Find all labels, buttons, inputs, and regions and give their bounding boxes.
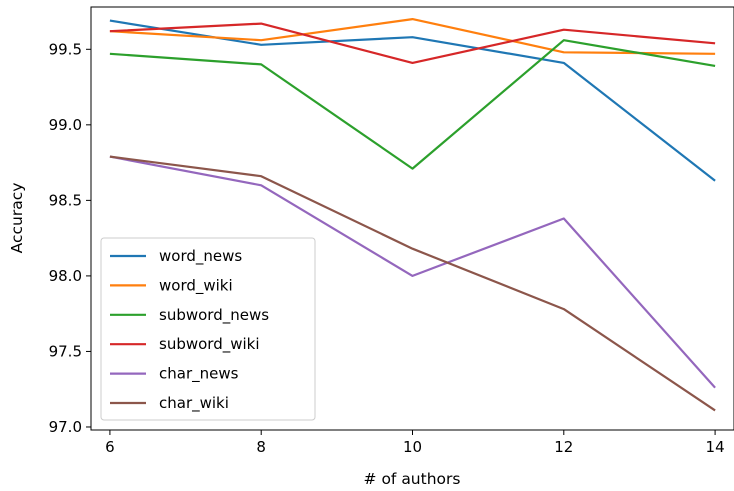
y-tick-label: 99.5 xyxy=(49,40,82,58)
y-tick-label: 99.0 xyxy=(49,116,82,134)
series-line-char_wiki xyxy=(109,155,716,412)
legend: word_news word_wiki subword_news subword_wi… xyxy=(100,237,316,421)
y-tick-label: 97.5 xyxy=(49,342,82,360)
legend-label: subword_news xyxy=(159,306,269,325)
legend-label: word_wiki xyxy=(159,276,233,295)
x-axis: 6 8 10 12 14 xyxy=(105,430,725,456)
x-tick-label: 8 xyxy=(256,438,266,456)
legend-label: char_news xyxy=(159,365,239,384)
x-tick-label: 12 xyxy=(554,438,573,456)
x-tick-label: 14 xyxy=(706,438,725,456)
legend-box xyxy=(100,237,316,421)
series-line-subword_news xyxy=(109,39,716,170)
y-tick-label: 98.5 xyxy=(49,191,82,209)
x-tick-label: 10 xyxy=(403,438,422,456)
series-line-word_wiki xyxy=(109,18,716,55)
series-line-subword_wiki xyxy=(109,22,716,65)
legend-label: subword_wiki xyxy=(159,335,260,354)
y-axis: 97.0 97.5 98.0 98.5 99.0 99.5 xyxy=(49,40,91,436)
series-line-char_news xyxy=(109,155,716,389)
legend-label: word_news xyxy=(159,247,242,266)
x-axis-label: # of authors xyxy=(364,470,461,488)
y-tick-label: 97.0 xyxy=(49,418,82,436)
legend-label: char_wiki xyxy=(159,394,229,413)
series-layer xyxy=(109,18,716,412)
x-tick-label: 6 xyxy=(105,438,115,456)
y-tick-label: 98.0 xyxy=(49,267,82,285)
y-axis-label: Accuracy xyxy=(8,183,26,254)
